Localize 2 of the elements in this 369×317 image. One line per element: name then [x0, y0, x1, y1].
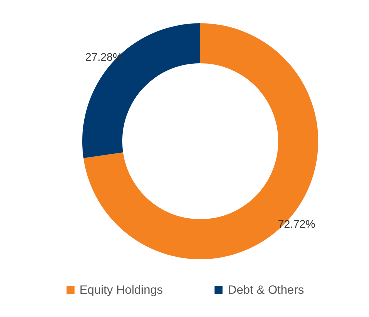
legend-label: Debt & Others [228, 283, 304, 297]
legend-label: Equity Holdings [80, 283, 164, 297]
